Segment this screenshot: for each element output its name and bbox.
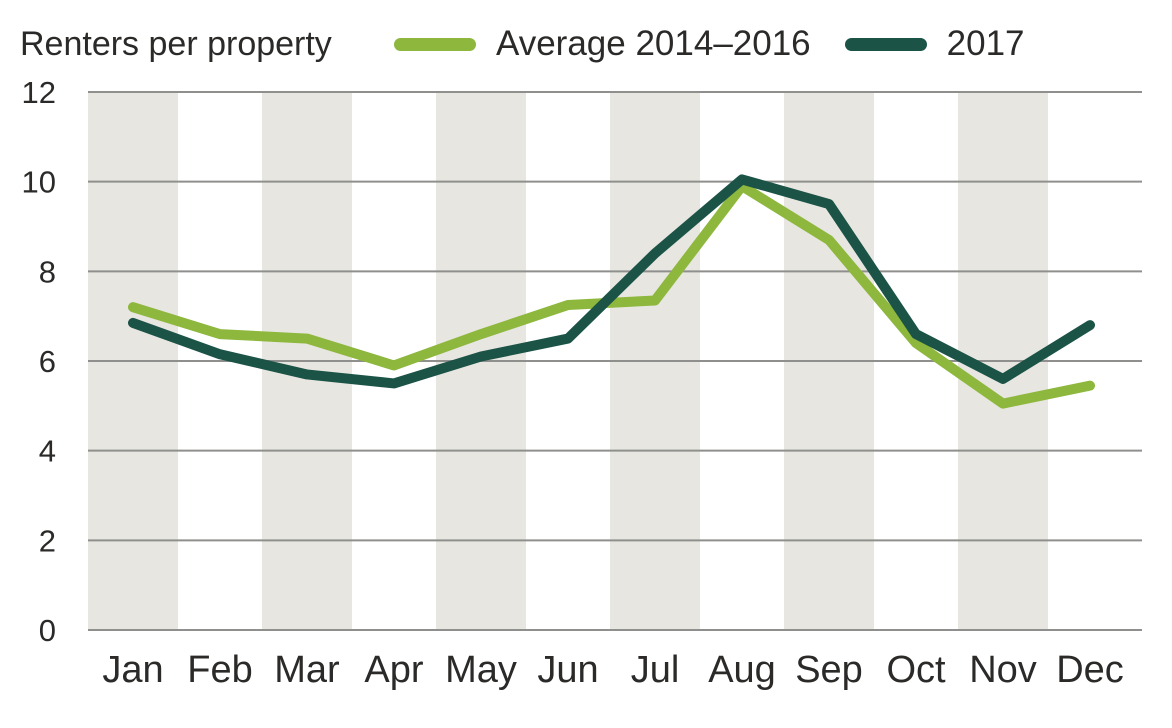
x-tick-label-oct: Oct xyxy=(886,649,946,691)
x-tick-label-apr: Apr xyxy=(364,649,423,691)
y-tick-label-10: 10 xyxy=(22,165,56,200)
legend: Average 2014–2016 2017 xyxy=(394,24,1025,64)
y-tick-label-0: 0 xyxy=(39,613,56,648)
x-tick-label-jan: Jan xyxy=(102,649,163,691)
y-tick-label-4: 4 xyxy=(39,434,56,469)
x-tick-label-aug: Aug xyxy=(708,649,776,691)
x-tick-label-mar: Mar xyxy=(274,649,340,691)
x-tick-label-sep: Sep xyxy=(795,649,863,691)
x-axis-month-labels: Jan Feb Mar Apr May Jun Jul Aug Sep Oct Nov Dec xyxy=(102,649,1123,691)
x-tick-label-nov: Nov xyxy=(969,649,1037,691)
legend-item-average: Average 2014–2016 xyxy=(394,24,811,64)
y-tick-label-12: 12 xyxy=(22,75,56,110)
y-tick-label-8: 8 xyxy=(39,254,56,289)
y-tick-label-2: 2 xyxy=(39,523,56,558)
y-tick-label-6: 6 xyxy=(39,344,56,379)
legend-swatch-2017 xyxy=(844,37,927,51)
x-tick-label-jun: Jun xyxy=(537,649,598,691)
x-tick-label-may: May xyxy=(445,649,517,691)
legend-item-2017: 2017 xyxy=(844,24,1025,64)
legend-label-2017: 2017 xyxy=(946,24,1025,63)
series-line-2017 xyxy=(128,174,1095,389)
x-tick-label-feb: Feb xyxy=(187,649,252,691)
x-tick-label-jul: Jul xyxy=(631,649,680,691)
chart-title: Renters per property xyxy=(20,25,332,63)
y-axis-tick-labels: 0 2 4 6 8 10 12 xyxy=(22,75,56,648)
legend-label-average: Average 2014–2016 xyxy=(496,24,811,63)
x-tick-label-dec: Dec xyxy=(1056,649,1124,691)
legend-swatch-average xyxy=(394,37,476,51)
